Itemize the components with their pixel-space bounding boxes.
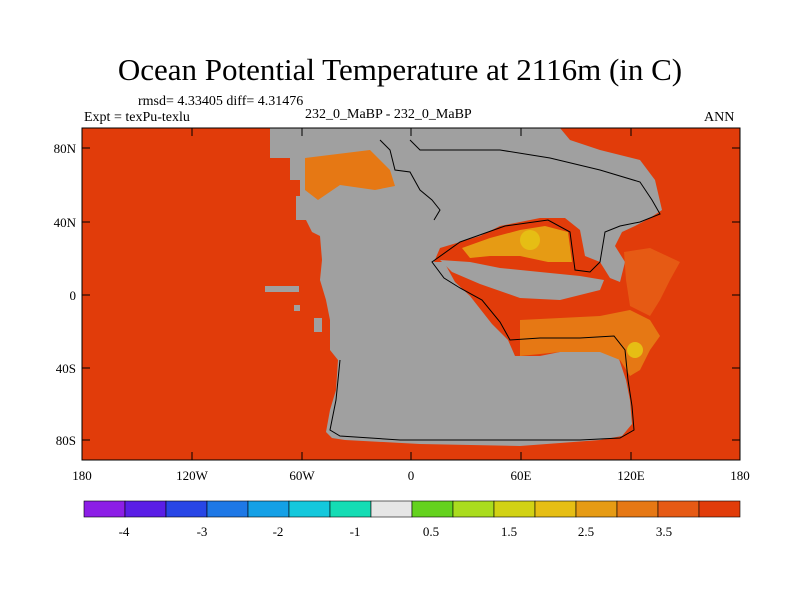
experiment-label: Expt = texPu-texlu — [84, 110, 190, 125]
colorbar-label: 0.5 — [423, 524, 439, 539]
x-tick-label: 60W — [289, 468, 315, 483]
colorbar-swatch — [534, 500, 577, 518]
colorbar-swatch — [411, 500, 454, 518]
colorbar-swatch — [370, 500, 413, 518]
coast-outline — [379, 139, 441, 221]
colorbar-swatch — [124, 500, 167, 518]
colorbar-swatch — [83, 500, 126, 518]
colorbar-swatch — [657, 500, 700, 518]
colorbar-label: -1 — [350, 524, 361, 539]
colorbar-label: -2 — [273, 524, 284, 539]
island — [265, 286, 299, 292]
colorbar: -4 -3 -2 -1 0.5 1.5 2.5 3.5 — [83, 500, 741, 539]
x-tick-label: 0 — [408, 468, 415, 483]
x-tick-label: 60E — [511, 468, 532, 483]
colorbar-swatch — [206, 500, 249, 518]
hot-spot — [520, 230, 540, 250]
colorbar-label: -3 — [197, 524, 208, 539]
x-tick-label: 180 — [72, 468, 92, 483]
season-label: ANN — [704, 110, 735, 125]
warm-patch-tethys — [462, 226, 572, 262]
plot-title: Ocean Potential Temperature at 2116m (in… — [117, 52, 683, 87]
x-axis: 180 120W 60W 0 60E 120E 180 — [72, 128, 750, 483]
y-axis: 80N 40N 0 40S 80S — [54, 141, 740, 448]
land-mass — [270, 128, 662, 446]
warm-patch-north-atlantic — [305, 150, 395, 200]
colorbar-swatch — [616, 500, 659, 518]
island — [294, 305, 300, 311]
stats-label: rmsd= 4.33405 diff= 4.31476 — [138, 94, 304, 109]
colorbar-swatch — [247, 500, 290, 518]
y-tick-label: 80S — [56, 433, 76, 448]
x-tick-label: 180 — [730, 468, 750, 483]
colorbar-swatch — [288, 500, 331, 518]
y-tick-label: 80N — [54, 141, 77, 156]
colorbar-swatch — [329, 500, 372, 518]
hot-spot — [627, 342, 643, 358]
colorbar-swatch — [493, 500, 536, 518]
colorbar-label: 1.5 — [501, 524, 517, 539]
y-tick-label: 0 — [70, 288, 77, 303]
continent-outline — [329, 139, 661, 441]
y-tick-label: 40N — [54, 215, 77, 230]
colorbar-label: -4 — [119, 524, 130, 539]
colorbar-swatch — [452, 500, 495, 518]
y-tick-label: 40S — [56, 361, 76, 376]
x-tick-label: 120W — [176, 468, 209, 483]
colorbar-swatch — [575, 500, 618, 518]
colorbar-label: 3.5 — [656, 524, 672, 539]
warm-patch-indian — [520, 310, 660, 376]
colorbar-swatch — [165, 500, 208, 518]
warm-patch-east — [624, 248, 680, 316]
island — [314, 318, 322, 332]
colorbar-swatch — [698, 500, 741, 518]
cases-label: 232_0_MaBP - 232_0_MaBP — [305, 107, 472, 122]
x-tick-label: 120E — [617, 468, 645, 483]
colorbar-label: 2.5 — [578, 524, 594, 539]
land-inner-sea — [440, 260, 604, 300]
